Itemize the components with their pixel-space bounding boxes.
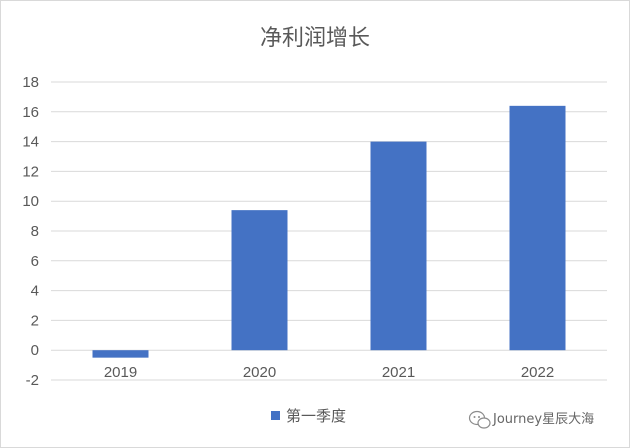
watermark-text: Journey星辰大海 [492,412,594,427]
bar-2021 [370,141,427,351]
chart-title: 净利润增长 [260,26,370,51]
y-tick-label: 14 [22,134,39,151]
y-tick-label: 10 [22,193,39,210]
y-tick-label: 12 [22,163,39,180]
legend-swatch [271,411,280,420]
y-tick-label: -2 [26,372,39,389]
watermark: Journey星辰大海 [468,410,594,429]
x-axis-tick-labels: 2019 2020 2021 2022 [104,364,554,381]
y-tick-label: 6 [31,253,39,270]
bar-2019 [92,350,149,358]
y-tick-label: 2 [31,312,39,329]
bar-2020 [231,210,288,351]
y-tick-label: 16 [22,104,39,121]
y-tick-label: 0 [31,342,39,359]
y-tick-label: 18 [22,74,39,91]
legend: 第一季度 [271,407,346,425]
wechat-icon [468,410,491,429]
x-tick-label: 2021 [382,364,415,381]
bars [92,105,566,358]
y-tick-label: 8 [31,223,39,240]
y-axis-tick-labels: -2 0 2 4 6 8 10 12 14 16 18 [22,74,39,389]
x-tick-label: 2022 [521,364,554,381]
legend-label: 第一季度 [286,407,346,425]
x-tick-label: 2020 [243,364,276,381]
x-tick-label: 2019 [104,364,137,381]
y-tick-label: 4 [31,283,39,300]
bar-2022 [509,105,566,351]
